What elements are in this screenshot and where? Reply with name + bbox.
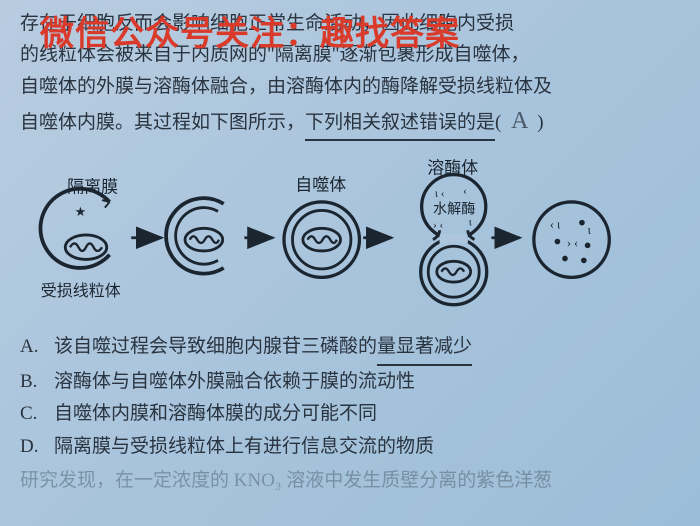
label-isolation-membrane: 隔离膜 bbox=[67, 177, 118, 196]
enzyme-icon: ‹ bbox=[463, 185, 467, 197]
answer-paren-close: ) bbox=[537, 112, 544, 133]
handwritten-answer: A bbox=[507, 102, 532, 142]
passage-line4a: 自噬体内膜。其过程如下图所示， bbox=[20, 112, 305, 133]
option-a-underlined: 量显著减少 bbox=[377, 331, 472, 366]
answer-paren-open: ( bbox=[495, 112, 502, 133]
next-question-fragment: 研究发现，在一定浓度的 KNO₃ 溶液中发生质壁分离的紫色洋葱 bbox=[20, 465, 680, 492]
option-text: 自噬体内膜和溶酶体膜的成分可能不同 bbox=[54, 398, 377, 430]
stage-3: 自噬体 bbox=[284, 175, 359, 277]
stage-1: 隔离膜 ★ 受损线粒体 bbox=[40, 177, 120, 300]
passage-line3: 自噬体的外膜与溶酶体融合，由溶酶体内的酶降解受损线粒体及 bbox=[20, 76, 552, 97]
options-list: A. 该自噬过程会导致细胞内腺苷三磷酸的量显著减少 B. 溶酶体与自噬体外膜融合… bbox=[20, 331, 680, 463]
watermark-text: 微信公众号关注：趣找答案 bbox=[40, 6, 460, 55]
option-text: 溶酶体与自噬体外膜融合依赖于膜的流动性 bbox=[54, 366, 415, 398]
enzyme-icon: ι bbox=[469, 216, 472, 228]
debris-icon: ι bbox=[588, 223, 592, 237]
option-c: C. 自噬体内膜和溶酶体膜的成分可能不同 bbox=[20, 398, 680, 430]
enzyme-icon: ι ‹ bbox=[435, 188, 445, 200]
option-letter: B. bbox=[20, 366, 54, 398]
option-text: 该自噬过程会导致细胞内腺苷三磷酸的量显著减少 bbox=[54, 331, 472, 366]
option-d: D. 隔离膜与受损线粒体上有进行信息交流的物质 bbox=[20, 431, 680, 463]
stage-4: 溶酶体 ι ‹ ‹ › ‹ ι 水解酶 bbox=[421, 158, 487, 304]
stage-5: ‹ ι › ‹ ι bbox=[534, 202, 609, 277]
star-icon: ★ bbox=[75, 204, 87, 219]
debris-icon: › ‹ bbox=[567, 236, 578, 250]
label-autophagosome: 自噬体 bbox=[295, 175, 346, 194]
option-b: B. 溶酶体与自噬体外膜融合依赖于膜的流动性 bbox=[20, 366, 680, 398]
option-letter: D. bbox=[20, 431, 54, 463]
option-a: A. 该自噬过程会导致细胞内腺苷三磷酸的量显著减少 bbox=[20, 331, 680, 366]
debris-icon: ‹ ι bbox=[550, 217, 561, 231]
option-text: 隔离膜与受损线粒体上有进行信息交流的物质 bbox=[54, 431, 434, 463]
option-letter: A. bbox=[20, 331, 54, 366]
passage-line4b-underlined: 下列相关叙述错误的是 bbox=[305, 107, 495, 141]
stage-2 bbox=[166, 198, 224, 273]
label-damaged-mito: 受损线粒体 bbox=[41, 282, 121, 300]
label-hydrolase: 水解酶 bbox=[433, 201, 475, 217]
enzyme-icon: › ‹ bbox=[433, 219, 444, 231]
option-letter: C. bbox=[20, 398, 54, 430]
autophagy-diagram: 隔离膜 ★ 受损线粒体 自噬体 溶酶体 ι ‹ ‹ › ‹ ι bbox=[20, 150, 680, 318]
